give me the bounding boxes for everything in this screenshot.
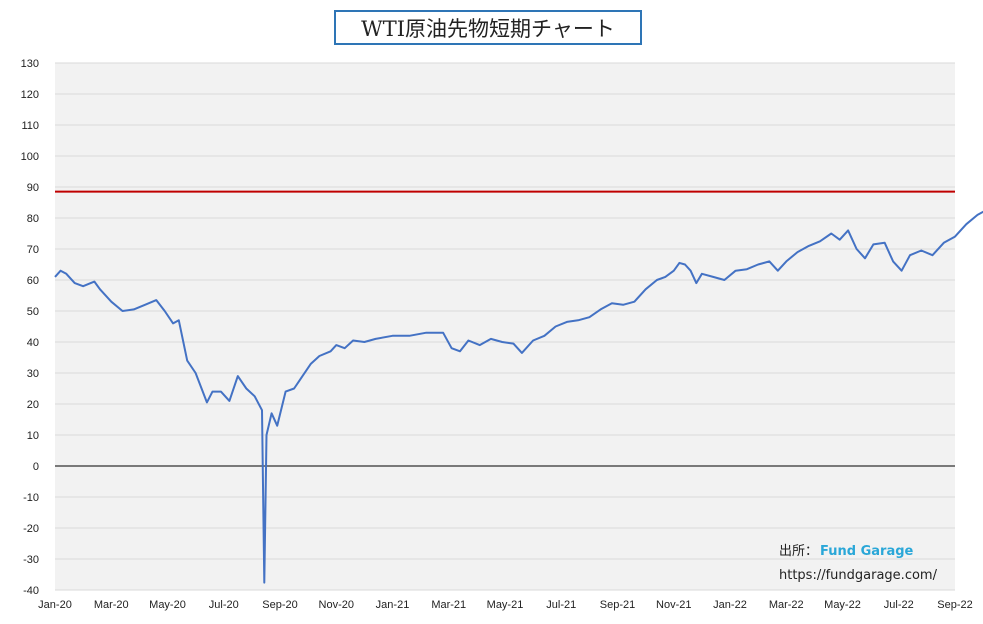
series-line-wti (54, 210, 983, 584)
x-tick-label: Jul-21 (546, 599, 576, 611)
x-tick-label: May-20 (149, 599, 186, 611)
x-tick-label: Jan-22 (713, 599, 747, 611)
source-label-row: 出所： Fund Garage (779, 540, 937, 564)
source-block: 出所： Fund Garage https://fundgarage.com/ (779, 540, 937, 588)
x-tick-label: Nov-20 (319, 599, 354, 611)
x-tick-label: Sep-22 (937, 599, 972, 611)
x-axis-ticks: Jan-20 Mar-20 May-20 Jul-20 Sep-20 Nov-20 Jan-… (38, 599, 973, 611)
x-tick-label: Mar-21 (431, 599, 466, 611)
y-tick-label: 30 (27, 368, 39, 380)
y-tick-label: -30 (23, 554, 39, 566)
y-tick-label: -40 (23, 585, 39, 597)
x-tick-label: Mar-20 (94, 599, 129, 611)
y-tick-label: 70 (27, 244, 39, 256)
x-tick-label: Jul-20 (209, 599, 239, 611)
y-tick-label: 120 (21, 89, 39, 101)
y-tick-label: 110 (21, 120, 39, 132)
x-tick-label: Jan-20 (38, 599, 72, 611)
y-tick-label: 100 (21, 151, 39, 163)
y-tick-label: 0 (33, 461, 39, 473)
y-axis-ticks: 1301201101009080706050403020100-10-20-30… (21, 58, 39, 597)
x-tick-label: May-21 (487, 599, 524, 611)
y-tick-label: 20 (27, 399, 39, 411)
y-tick-label: 80 (27, 213, 39, 225)
source-brand: Fund Garage (820, 544, 914, 559)
source-url: https://fundgarage.com/ (779, 568, 937, 583)
y-tick-label: -20 (23, 523, 39, 535)
y-tick-label: 60 (27, 275, 39, 287)
plot-area (55, 63, 955, 590)
x-tick-label: Mar-22 (769, 599, 804, 611)
y-tick-label: 130 (21, 58, 39, 70)
y-tick-label: 90 (27, 182, 39, 194)
x-tick-label: Nov-21 (656, 599, 691, 611)
chart-title: WTI原油先物短期チャート (334, 10, 642, 45)
y-tick-label: 40 (27, 337, 39, 349)
x-tick-label: Jul-22 (884, 599, 914, 611)
y-tick-label: -10 (23, 492, 39, 504)
x-tick-label: May-22 (824, 599, 861, 611)
x-tick-label: Jan-21 (376, 599, 410, 611)
source-prefix: 出所： (779, 544, 819, 559)
x-tick-label: Sep-20 (262, 599, 297, 611)
y-tick-label: 50 (27, 306, 39, 318)
x-tick-label: Sep-21 (600, 599, 635, 611)
y-tick-label: 10 (27, 430, 39, 442)
